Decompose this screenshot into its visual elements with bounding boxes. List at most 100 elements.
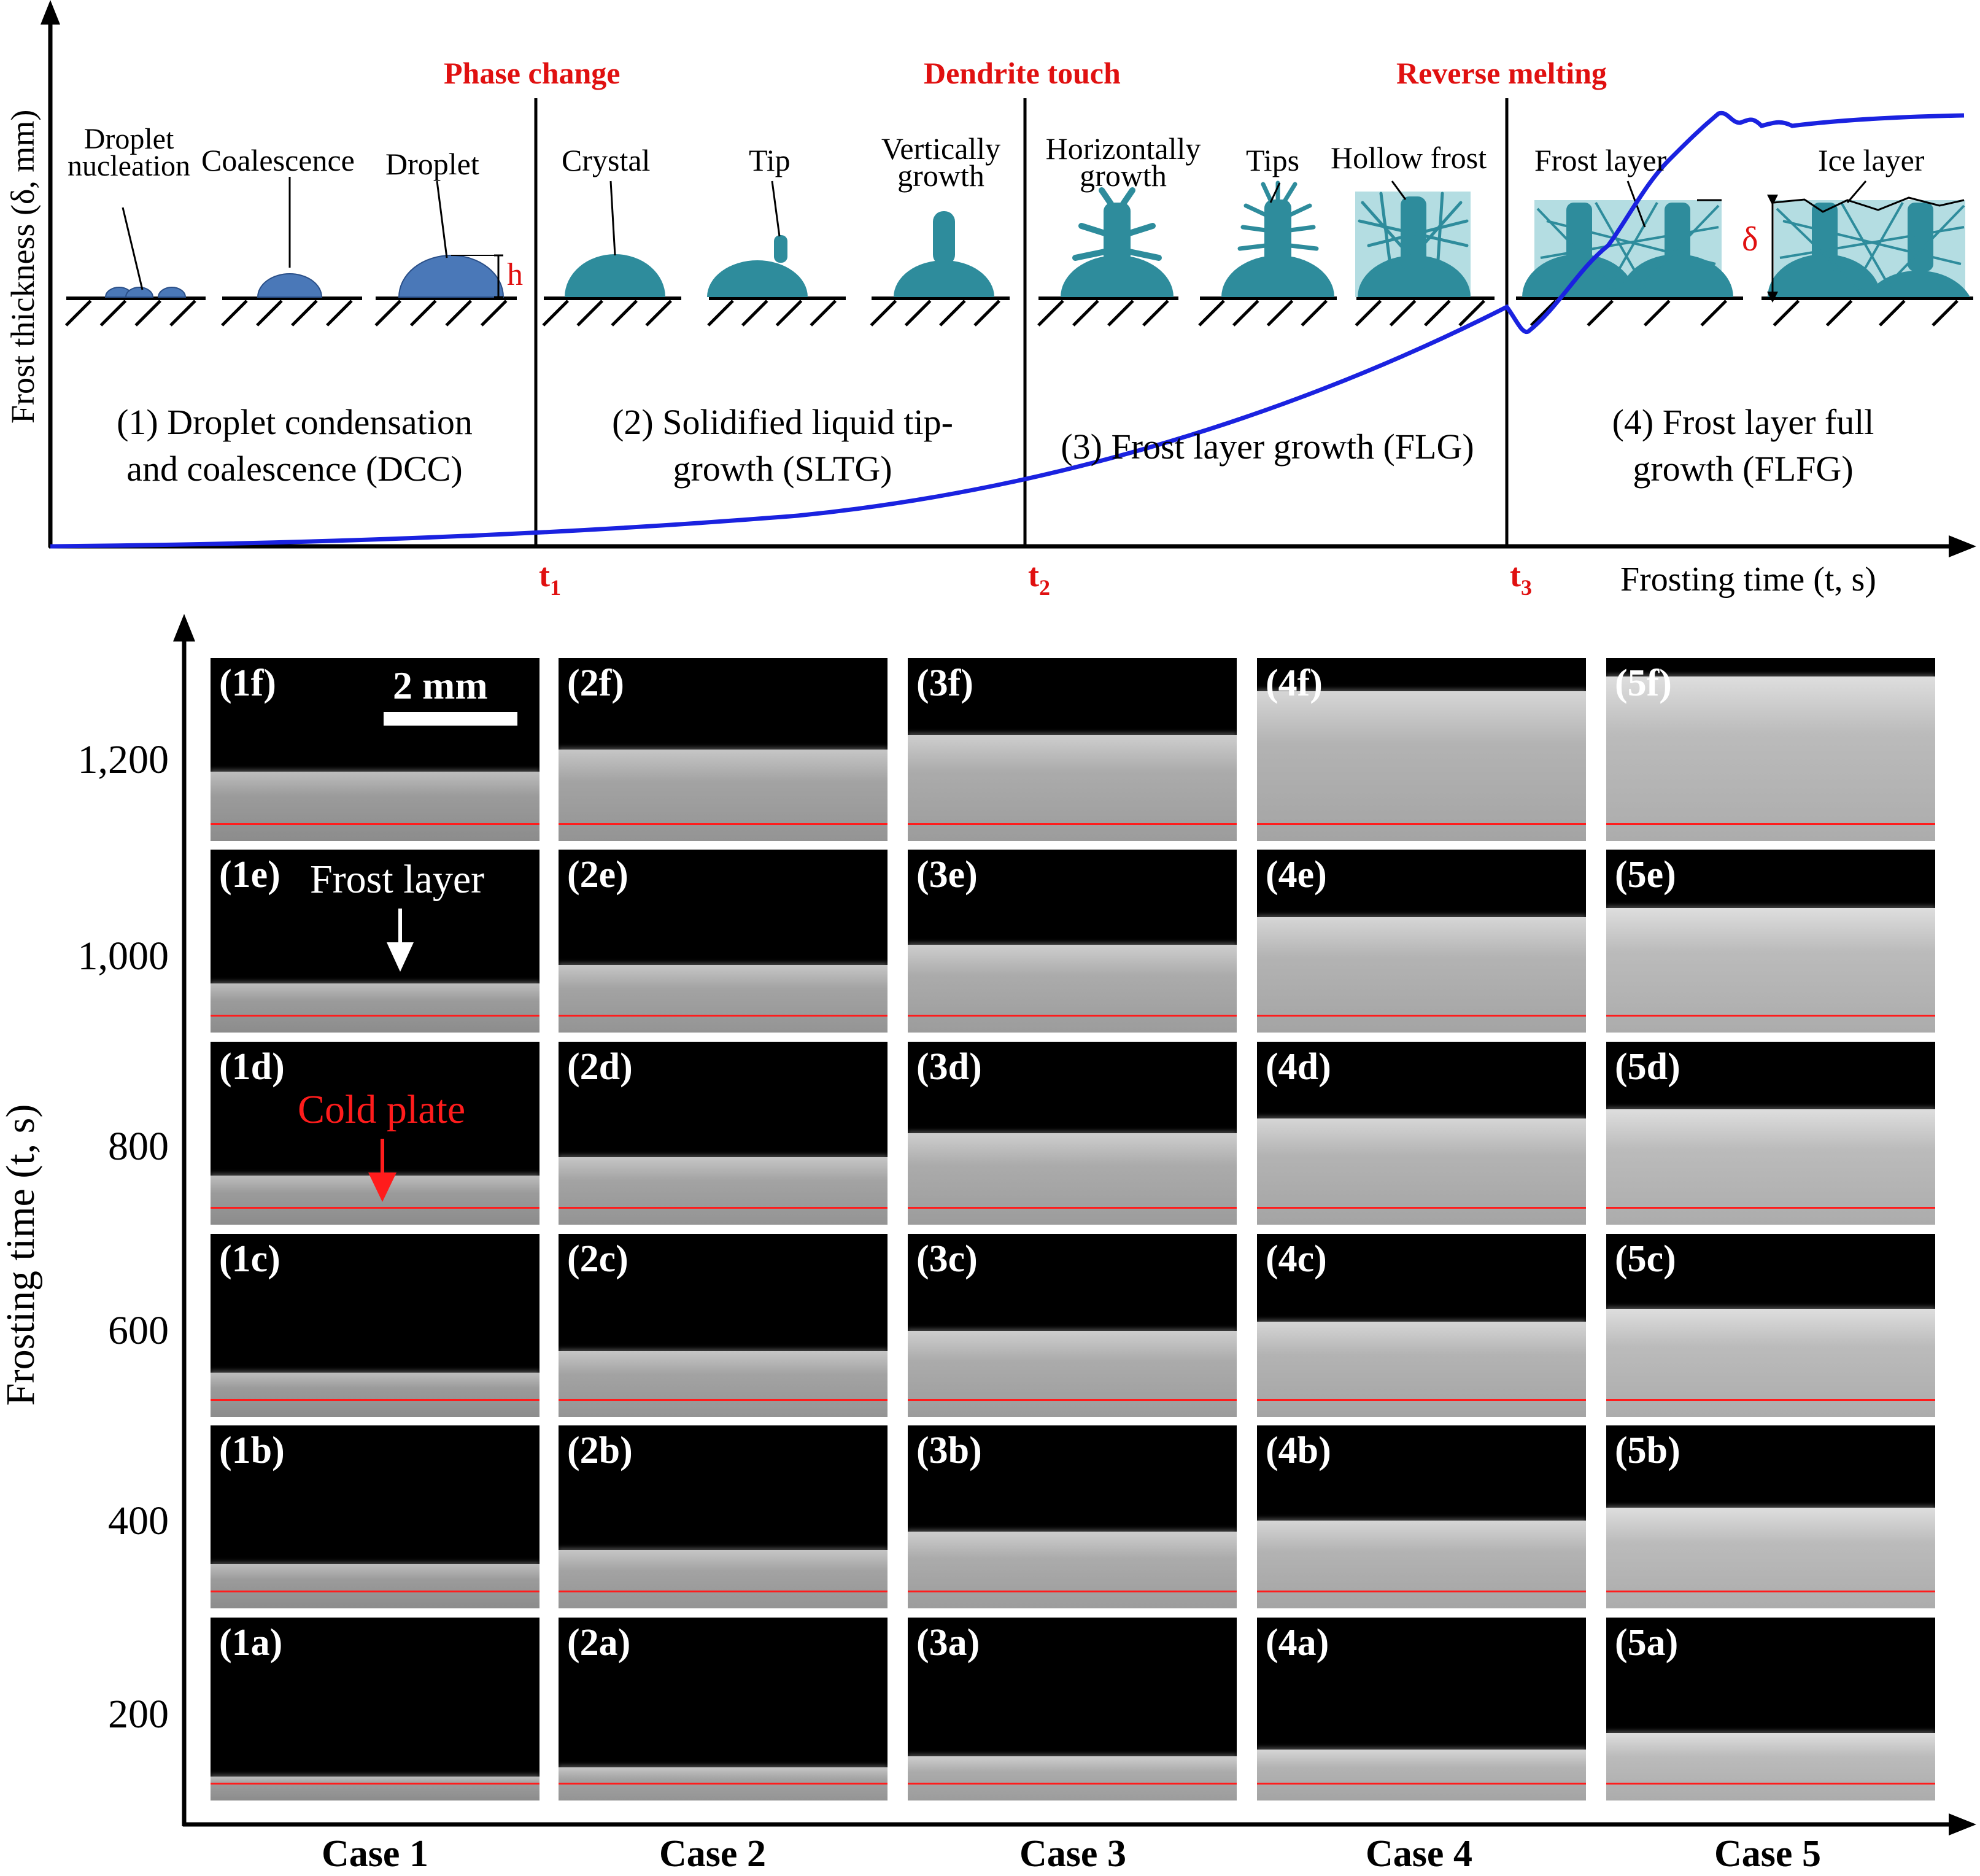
cold-plate-line: [211, 1399, 539, 1401]
cold-plate-line: [1606, 1015, 1935, 1017]
frost-layer-arrowhead: [387, 942, 414, 972]
top-x-arrow: [1949, 535, 1976, 557]
cold-plate-line: [1606, 1207, 1935, 1209]
frost-photo-panel: (2e): [559, 850, 888, 1033]
frost-photo-panel: (4e): [1257, 850, 1586, 1033]
panel-label: (3c): [916, 1238, 978, 1280]
cold-plate-line: [1257, 1207, 1586, 1209]
panel-label: (1f): [219, 662, 276, 704]
cold-plate-line: [908, 1399, 1237, 1401]
cold-plate-line: [1606, 1591, 1935, 1592]
label-delta: δ: [1742, 220, 1758, 258]
cold-plate-line: [1606, 1399, 1935, 1401]
panel-label: (1c): [219, 1238, 280, 1280]
frost-photo-panel: (1e): [211, 850, 539, 1033]
cold-plate-line: [1606, 823, 1935, 825]
panel-label: (4a): [1266, 1622, 1329, 1664]
frost-layer-region: [1606, 676, 1935, 841]
frost-photo-panel: (4a): [1257, 1618, 1586, 1800]
frost-photo-panel: (4f): [1257, 658, 1586, 841]
cold-plate-line: [1257, 823, 1586, 825]
panel-label: (3d): [916, 1046, 982, 1088]
t2-mark: t2: [1028, 557, 1050, 600]
case-label: Case 3: [1019, 1833, 1126, 1875]
label-ice-layer: Ice layer: [1818, 143, 1925, 177]
frost-photo-panel: (1a): [211, 1618, 539, 1800]
frost-photo-panel: (5c): [1606, 1234, 1935, 1417]
cold-plate-line: [1257, 1591, 1586, 1592]
y-tick-label: 600: [108, 1308, 169, 1353]
panel-label: (5b): [1615, 1430, 1680, 1471]
panel-label: (5f): [1615, 662, 1672, 704]
cold-plate-line: [559, 1399, 888, 1401]
top-y-axis-label: Frost thickness (δ, mm): [4, 110, 41, 424]
frost-photo-panel: (3b): [908, 1425, 1237, 1608]
frost-layer-region: [908, 944, 1237, 1033]
cold-plate-line: [559, 1015, 888, 1017]
cold-plate-annotation: Cold plate: [298, 1087, 466, 1132]
frost-photo-panel: (4d): [1257, 1042, 1586, 1225]
panel-label: (4c): [1266, 1238, 1327, 1280]
panel-label: (4b): [1266, 1430, 1331, 1471]
frost-photo-panel: (1b): [211, 1425, 539, 1608]
frost-layer-region: [559, 750, 888, 841]
frost-layer-region: [1606, 1732, 1935, 1800]
cold-plate-line: [211, 1783, 539, 1785]
y-tick-label: 400: [108, 1498, 169, 1543]
leader-lines: [122, 177, 1867, 290]
frost-photo-panel: (3a): [908, 1618, 1237, 1800]
panel-label: (4d): [1266, 1046, 1331, 1088]
t3-mark: t3: [1510, 557, 1532, 600]
panel-label: (3e): [916, 854, 978, 896]
cold-plate-arrowhead: [368, 1172, 396, 1202]
bottom-axes-svg: Frosting time (t, s): [0, 614, 1976, 1835]
scale-bar-label: 2 mm: [393, 664, 488, 707]
panel-label: (5c): [1615, 1238, 1676, 1280]
bottom-y-axis-label: Frosting time (t, s): [0, 1104, 43, 1406]
frost-layer-annotation: Frost layer: [310, 857, 485, 902]
panel-label: (5a): [1615, 1622, 1679, 1664]
frost-layer-region: [211, 1777, 539, 1800]
frost-layer-region: [559, 1549, 888, 1608]
frost-layer-region: [908, 735, 1237, 841]
panel-label: (5d): [1615, 1046, 1680, 1088]
stage-4-label: (4) Frost layer full growth (FLFG): [1612, 402, 1874, 489]
panel-label: (2f): [567, 662, 624, 704]
frost-layer-region: [1257, 1520, 1586, 1608]
cold-plate-line: [211, 1591, 539, 1592]
case-label: Case 1: [322, 1833, 428, 1875]
stage-3-label: (3) Frost layer growth (FLG): [1061, 427, 1474, 467]
frost-layer-region: [1606, 1109, 1935, 1225]
panel-label: (1d): [219, 1046, 285, 1088]
stage-2-label: (2) Solidified liquid tip-growth (SLTG): [612, 402, 953, 489]
panel-label: (2c): [567, 1238, 628, 1280]
scale-bar: [384, 712, 517, 726]
frost-photo-panel: (4c): [1257, 1234, 1586, 1417]
cold-plate-line: [559, 1783, 888, 1785]
cold-plate-line: [1606, 1783, 1935, 1785]
label-droplet: Droplet: [385, 147, 479, 181]
event-dendrite-touch: Dendrite touch: [924, 56, 1121, 90]
t1-mark: t1: [539, 557, 561, 600]
crystal-sketches: [565, 211, 994, 297]
frost-layer-arrow: [398, 909, 402, 945]
cold-plate-line: [211, 1207, 539, 1209]
frost-photo-panel: (5f): [1606, 658, 1935, 841]
frost-photo-panel: (1f): [211, 658, 539, 841]
case-label: Case 5: [1714, 1833, 1821, 1875]
cold-plate-line: [559, 1207, 888, 1209]
panel-label: (2a): [567, 1622, 631, 1664]
panel-label: (4e): [1266, 854, 1327, 896]
cold-plate-line: [559, 823, 888, 825]
case-label: Case 4: [1366, 1833, 1472, 1875]
panel-label: (3b): [916, 1430, 982, 1471]
cold-plate-line: [908, 1015, 1237, 1017]
cold-plate-arrow: [381, 1139, 384, 1176]
y-tick-label: 1,000: [77, 934, 169, 979]
frost-layer-region: [211, 771, 539, 841]
cold-plate-line: [1257, 1783, 1586, 1785]
frost-layer-region: [211, 983, 539, 1033]
frost-layer-region: [908, 1531, 1237, 1608]
top-y-arrow: [41, 0, 60, 25]
panel-label: (3a): [916, 1622, 980, 1664]
